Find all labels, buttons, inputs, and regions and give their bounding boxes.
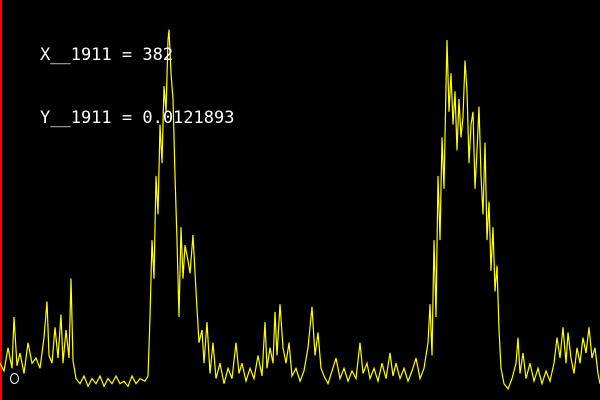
coordinate-readout: X__1911 = 382 Y__1911 = 0.0121893 — [40, 3, 234, 171]
x-readout: X__1911 = 382 — [40, 45, 174, 65]
y-readout: Y__1911 = 0.0121893 — [40, 108, 235, 128]
signal-trace — [0, 29, 600, 391]
origin-marker-icon — [10, 373, 19, 384]
left-border — [0, 0, 2, 400]
